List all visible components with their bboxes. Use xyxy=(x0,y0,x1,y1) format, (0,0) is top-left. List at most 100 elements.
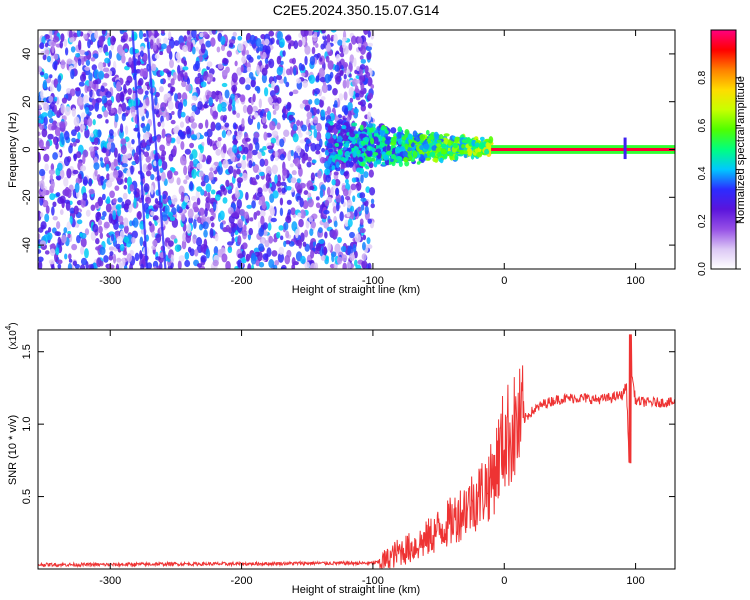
heatmap-cell xyxy=(299,103,305,109)
figure-title: C2E5.2024.350.15.07.G14 xyxy=(273,2,440,18)
heatmap-cell xyxy=(44,163,49,172)
heatmap-cell xyxy=(339,70,344,77)
heatmap-cell xyxy=(271,130,279,137)
heatmap-cell xyxy=(85,59,91,66)
heatmap-cell xyxy=(274,259,280,266)
heatmap-cell xyxy=(200,243,207,253)
heatmap-cell xyxy=(165,134,172,144)
heatmap-cell xyxy=(364,155,372,162)
heatmap-cell xyxy=(180,191,185,202)
heatmap-cell xyxy=(343,91,348,101)
heatmap-cell xyxy=(123,184,127,190)
heatmap-cell xyxy=(241,50,246,56)
heatmap-cell xyxy=(168,240,174,247)
heatmap-cell xyxy=(170,234,176,240)
heatmap-cell xyxy=(222,58,229,65)
heatmap-cell xyxy=(340,245,347,253)
heatmap-cell xyxy=(259,210,266,218)
heatmap-cell xyxy=(210,37,216,47)
heatmap-cell xyxy=(333,220,338,228)
heatmap-cell xyxy=(332,201,337,208)
heatmap-cell xyxy=(163,68,170,73)
heatmap-cell xyxy=(152,204,159,210)
heatmap-cell xyxy=(326,186,331,196)
heatmap-cell xyxy=(246,104,253,115)
heatmap-cell xyxy=(55,175,62,181)
heatmap-cell xyxy=(167,211,173,218)
heatmap-cell xyxy=(354,209,358,217)
heatmap-cell xyxy=(59,195,66,204)
heatmap-cell xyxy=(184,148,192,155)
heatmap-cell xyxy=(184,251,190,260)
heatmap-cell xyxy=(51,206,55,216)
heatmap-cell xyxy=(108,264,115,269)
heatmap-cell xyxy=(153,108,160,115)
heatmap-cell xyxy=(219,222,224,230)
heatmap-cell xyxy=(200,43,206,54)
heatmap-cell xyxy=(69,215,73,225)
heatmap-cell xyxy=(362,241,366,251)
x-tick-label: 100 xyxy=(626,575,644,587)
heatmap-cell xyxy=(278,246,285,255)
heatmap-cell xyxy=(298,62,303,71)
y-tick-label: 1.0 xyxy=(21,417,33,432)
heatmap-cell xyxy=(315,242,322,252)
heatmap-cell xyxy=(180,155,187,166)
heatmap-x-axis: -300 -200 -100 0 100 xyxy=(99,30,645,287)
heatmap-cell xyxy=(101,95,108,104)
heatmap-cell xyxy=(119,123,124,134)
heatmap-cell xyxy=(167,83,172,88)
heatmap-cell xyxy=(53,104,58,115)
heatmap-cell xyxy=(362,234,367,241)
heatmap-cell xyxy=(84,248,89,259)
heatmap-cell xyxy=(289,91,294,97)
heatmap-cell xyxy=(305,131,312,136)
heatmap-cell xyxy=(236,153,241,159)
heatmap-cell xyxy=(143,151,150,158)
heatmap-cell xyxy=(269,207,275,216)
heatmap-cell xyxy=(365,71,371,79)
heatmap-cell xyxy=(408,133,413,141)
heatmap-cell xyxy=(146,262,153,269)
heatmap-cell xyxy=(334,243,341,254)
heatmap-cell xyxy=(177,260,182,269)
heatmap-cell xyxy=(103,255,109,263)
heatmap-cell xyxy=(352,244,357,253)
heatmap-cell xyxy=(191,104,197,112)
heatmap-cell xyxy=(210,189,216,195)
heatmap-cell xyxy=(170,86,176,93)
heatmap-cell xyxy=(331,179,336,186)
heatmap-cell xyxy=(150,210,155,216)
heatmap-cell xyxy=(220,185,226,192)
heatmap-cell xyxy=(56,109,60,117)
heatmap-cell xyxy=(304,55,308,66)
heatmap-cell xyxy=(245,253,251,262)
heatmap-cell xyxy=(147,163,153,171)
heatmap-cell xyxy=(315,202,321,209)
heatmap-cell xyxy=(324,231,328,239)
heatmap-cell xyxy=(281,187,286,194)
heatmap-cell xyxy=(289,66,293,76)
heatmap-cell xyxy=(436,139,442,143)
heatmap-cell xyxy=(332,206,337,214)
snr-series-line xyxy=(38,334,675,569)
heatmap-cell xyxy=(142,84,147,92)
heatmap-cell xyxy=(401,139,406,147)
heatmap-cell xyxy=(228,215,235,224)
heatmap-cell xyxy=(213,145,217,150)
heatmap-cell xyxy=(331,253,335,263)
heatmap-cell xyxy=(257,251,263,262)
heatmap-cell xyxy=(115,203,122,210)
heatmap-cell xyxy=(328,148,333,153)
heatmap-cell xyxy=(182,44,188,53)
y-tick-label: 20 xyxy=(21,96,33,108)
y-tick-label: -40 xyxy=(21,237,33,253)
heatmap-cell xyxy=(310,221,317,229)
heatmap-cell xyxy=(88,188,95,195)
heatmap-cell xyxy=(284,35,292,41)
heatmap-cell xyxy=(145,144,151,151)
heatmap-cell xyxy=(325,174,331,183)
heatmap-cell xyxy=(56,221,61,230)
heatmap-cell xyxy=(145,213,150,219)
heatmap-cell xyxy=(67,262,73,269)
